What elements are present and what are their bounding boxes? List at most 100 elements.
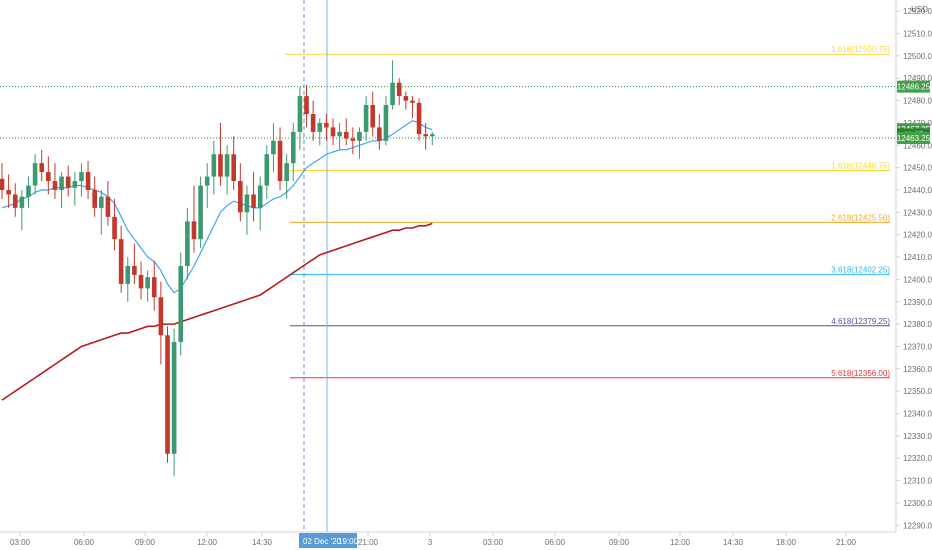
fib-level-label: 3.618(12402.25) [831,265,890,274]
price-badge-label: 12486.25 [897,83,931,92]
candle-body [238,181,243,213]
candle-body [118,239,124,284]
time-highlight-box [299,533,357,548]
currency-label: USD [911,5,928,14]
candle-body [171,342,177,454]
candle-body [390,82,395,106]
time-tick-label: 09:00 [135,538,156,547]
price-tick-label: 12360.00 [903,365,932,374]
fibonacci-levels[interactable]: 1.618(12500.75) 1.618(12448.75) 2.618(1242… [285,45,890,379]
candle-body [370,105,376,128]
time-tick-label: 12:00 [197,538,218,547]
candle-body [72,181,78,188]
price-tick-label: 12330.00 [903,432,932,441]
candle-body [416,102,422,135]
price-tick-label: 12310.00 [903,477,932,486]
price-tick-label: 12440.00 [903,186,932,195]
candle-body [297,96,303,132]
price-badge-box [897,80,930,93]
candle-body [224,154,230,177]
candle-body [151,277,157,298]
candle-body [284,163,289,182]
price-tick-label: 12290.00 [903,521,932,530]
price-tick-label: 12350.00 [903,387,932,396]
candle-body [185,221,190,266]
time-tick-label: 06:00 [545,538,566,547]
price-tick-label: 12390.00 [903,298,932,307]
candle-body [59,176,64,190]
fib-level-label: 2.618(12425.50) [831,213,890,222]
candle-body [377,127,382,141]
price-badge-box [897,132,930,145]
time-tick-label: 14:30 [252,538,273,547]
candle-body [19,196,25,208]
candle-body [46,172,51,182]
candle-body [423,134,428,137]
price-tick-label: 12300.00 [903,499,932,508]
candle-body [251,194,256,208]
candle-body [12,194,18,208]
candle-body [32,163,38,186]
candle-body [39,163,45,173]
candle-body [343,131,349,139]
time-tick-label: 21:00 [358,538,379,547]
price-tick-label: 12460.00 [903,141,932,150]
candle-body [244,194,250,213]
time-tick-label: 09:00 [609,538,630,547]
time-tick-label: 06:00 [74,538,95,547]
time-highlight-date: 02 Dec '20 [303,537,342,546]
candle-body [132,266,137,275]
candle-body [350,138,356,141]
candle-body [304,96,309,114]
price-tick-label: 12340.00 [903,410,932,419]
candle-body [403,96,409,101]
fib-level-label: 5.618(12356.00) [831,369,890,378]
candle-body [271,140,276,155]
candle-body [0,178,5,190]
candle-body [178,266,184,342]
candle-body [257,185,263,208]
price-tick-label: 12420.00 [903,231,932,240]
candle-body [191,221,197,240]
candle-body [363,105,369,132]
candle-body [52,181,58,190]
candles[interactable] [0,60,435,477]
candle-body [396,82,402,97]
slow-moving-average-line [1,222,433,401]
candle-body [158,297,164,336]
candle-body [105,196,111,217]
time-tick-label: 03:00 [483,538,504,547]
time-axis-ticks[interactable]: 03:00 06:00 09:00 12:00 14:30 21:00 3 03:00 06:0… [10,532,857,547]
candle-body [99,196,104,208]
candle-body [26,185,31,197]
price-tick-label: 12380.00 [903,320,932,329]
candle-body [165,335,170,454]
price-tick-label: 12520.00 [903,7,932,16]
candle-body [211,154,217,177]
candle-body [198,185,203,240]
candle-body [125,266,131,284]
candle-body [357,131,362,141]
price-tick-label: 12480.00 [903,97,932,106]
time-tick-label: 21:00 [836,538,857,547]
candle-body [85,172,91,190]
time-highlight: 02 Dec '20 19:00 [299,533,359,548]
time-tick-label: 03:00 [10,538,31,547]
fib-level-label: 1.618(12500.75) [831,45,890,54]
candle-body [112,216,117,240]
price-tick-label: 12400.00 [903,275,932,284]
time-tick-label: 14:30 [723,538,744,547]
time-tick-label: 12:00 [670,538,691,547]
horizontal-levels[interactable] [0,86,896,139]
candle-body [410,100,415,103]
candle-body [204,176,210,186]
candle-body [231,154,236,182]
price-tick-label: 12490.00 [903,74,932,83]
candle-body [324,122,329,128]
price-badges: 12486.2512467.2511:3712463.25 [897,80,931,145]
candle-body [145,277,150,289]
time-highlight-time: 19:00 [338,537,359,546]
price-tick-label: 12450.00 [903,164,932,173]
